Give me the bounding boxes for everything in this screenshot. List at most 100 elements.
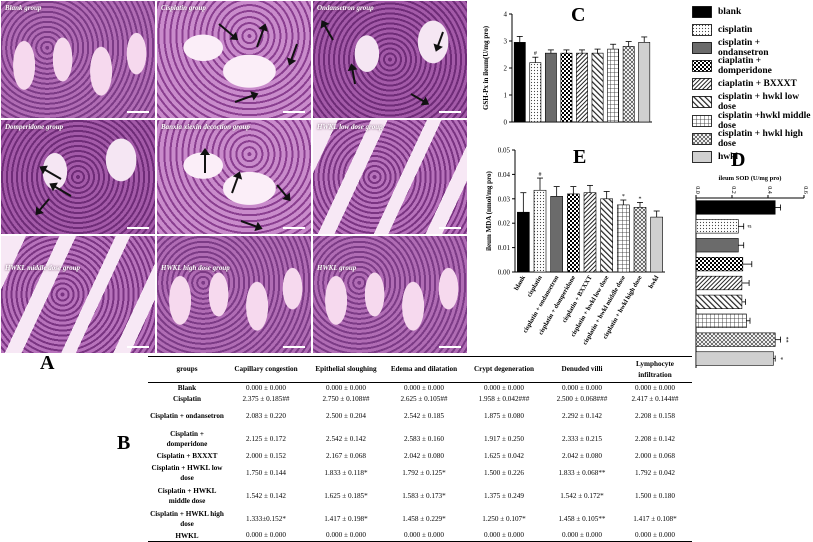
legend-label: blank — [718, 6, 742, 17]
y-tick-label: 0 — [504, 119, 508, 127]
bar — [695, 294, 743, 309]
group-cell: Cisplatin + HWKL high dose — [150, 510, 224, 528]
score-cell: 1.458 ± 0.105** — [558, 514, 606, 523]
bar — [695, 275, 743, 291]
bar — [550, 196, 563, 273]
group-cell: Cisplatin — [173, 395, 201, 403]
score-cell: 2.083 ± 0.220 — [246, 411, 286, 420]
significance-mark: ** — [783, 337, 789, 343]
legend-item: ciaplatin + BXXXT — [692, 77, 812, 92]
score-cell: 2.417 ± 0.144## — [631, 394, 679, 403]
score-cell: 1.792 ± 0.125* — [402, 468, 446, 477]
group-cell: Cisplatin + BXXXT — [156, 452, 218, 460]
legend-swatch — [692, 5, 712, 18]
arrow-icon — [204, 153, 206, 173]
micrograph-label: Cisplatin group — [161, 4, 206, 12]
score-cell: 2.042 ± 0.080 — [562, 451, 602, 460]
bar — [576, 52, 588, 123]
significance-mark: # — [534, 51, 537, 57]
table-row: Cisplatin + HWKL high dose 1.333±0.152* 1.… — [148, 508, 692, 531]
score-cell: 0.000 ± 0.000 — [246, 383, 286, 392]
table-header: Denuded villi — [561, 365, 603, 373]
table-header-row: groups Capillary congestion Epithelial s… — [148, 357, 692, 383]
x-tick-label: 0.4 — [766, 186, 772, 194]
score-cell: 0.000 ± 0.000 — [404, 531, 444, 540]
y-tick-label: 1 — [504, 92, 508, 100]
legend-label: cisplatin + hwkl high dose — [718, 128, 803, 149]
micrograph-label: Ondansetron group — [317, 4, 374, 12]
bar — [517, 211, 530, 273]
group-cell: Cisplatin + domperidone — [166, 430, 208, 448]
legend-swatch — [692, 41, 712, 54]
micrograph-label: Blank group — [5, 4, 42, 12]
y-tick-label: 0.04 — [498, 171, 511, 179]
legend-swatch — [692, 96, 712, 109]
score-cell: 1.625 ± 0.185* — [324, 491, 368, 500]
panel-letter-e: E — [573, 146, 587, 168]
bar — [529, 62, 542, 123]
micrograph-cisplatin: Cisplatin group — [156, 0, 312, 119]
legend-swatch — [692, 151, 712, 163]
score-cell: 2.000 ± 0.152 — [246, 451, 286, 460]
legend-item: ciaplatin + domperidone — [692, 56, 812, 77]
bar — [560, 52, 573, 123]
panel-letter-b: B — [117, 432, 131, 454]
bar — [638, 42, 651, 123]
y-tick-label: 0.02 — [498, 220, 511, 228]
score-cell: 2.208 ± 0.142 — [635, 434, 675, 443]
score-cell: 1.375 ± 0.249 — [484, 491, 524, 500]
significance-mark: * — [639, 196, 642, 202]
table-header: Edema and dilatation — [390, 365, 458, 373]
legend: blank cisplatin cisplatin + ondansetron cia… — [692, 4, 812, 168]
panel-letter-a: A — [40, 352, 55, 374]
score-cell: 2.625 ± 0.105## — [400, 394, 448, 403]
chart-gsh-px: 0 1 2 3 4 GSH-Px in ileum(U/mg pro) # — [482, 11, 652, 127]
table-header: Capillary congestion — [234, 365, 298, 373]
bar — [567, 193, 580, 273]
panel-letter-c: C — [571, 4, 586, 26]
score-cell: 0.000 ± 0.000 — [326, 383, 366, 392]
bar — [650, 216, 663, 273]
micrograph-label: HWKL high dose group — [161, 264, 230, 272]
y-axis-label: GSH-Px in ileum(U/mg pro) — [482, 25, 490, 110]
y-tick-label: 0.00 — [498, 269, 511, 277]
legend-label: ciaplatin + domperidone — [718, 56, 772, 77]
score-cell: 1.833 ± 0.068** — [558, 468, 606, 477]
table-row: Cisplatin + ondansetron 2.083 ± 0.220 2.50… — [148, 405, 692, 428]
group-cell: Cisplatin + HWKL low dose — [151, 464, 223, 482]
score-cell: 1.917 ± 0.250 — [484, 434, 524, 443]
y-tick-label: 0.05 — [498, 147, 511, 155]
x-tick-label: 0.2 — [730, 186, 736, 194]
score-cell: 2.208 ± 0.158 — [635, 411, 675, 420]
significance-mark: # — [746, 225, 752, 228]
score-cell: 1.500 ± 0.226 — [484, 468, 524, 477]
bar — [533, 189, 547, 273]
bar — [607, 48, 620, 123]
group-cell: HWKL — [175, 531, 199, 540]
score-cell: 2.292 ± 0.142 — [562, 411, 602, 420]
bar — [622, 46, 635, 123]
legend-item: cisplatin + hwkl low dose — [692, 92, 812, 112]
bar — [695, 257, 744, 272]
bar — [600, 198, 613, 273]
table-row: Blank 0.000 ± 0.000 0.000 ± 0.000 0.000 ± 0… — [148, 383, 692, 394]
legend-swatch — [692, 60, 712, 72]
x-tick-label: 0.0 — [694, 186, 700, 194]
table-header: Epithelial sloughing — [315, 365, 377, 373]
table-row: Cisplatin 2.375 ± 0.185## 2.750 ± 0.108## 2… — [148, 394, 692, 405]
score-cell: 2.375 ± 0.185## — [242, 394, 290, 403]
bar — [583, 192, 597, 273]
legend-label: ciaplatin + BXXXT — [718, 79, 797, 90]
chart-mda: 0.00 0.01 0.02 0.03 0.04 0.05 ileum MDA (nmol/… — [485, 147, 665, 346]
legend-item: cisplatin — [692, 22, 812, 37]
significance-mark: # — [539, 172, 542, 178]
score-cell: 0.000 ± 0.000 — [635, 383, 675, 392]
score-cell: 0.000 ± 0.000 — [246, 531, 286, 540]
bar — [695, 238, 739, 253]
legend-swatch — [692, 114, 712, 127]
score-cell: 0.000 ± 0.000 — [484, 383, 524, 392]
micrograph-label: Domperidone group — [5, 123, 64, 131]
score-cell: 2.125 ± 0.172 — [246, 434, 286, 443]
score-cell: 1.542 ± 0.172* — [560, 491, 604, 500]
score-cell: 2.042 ± 0.080 — [404, 451, 444, 460]
